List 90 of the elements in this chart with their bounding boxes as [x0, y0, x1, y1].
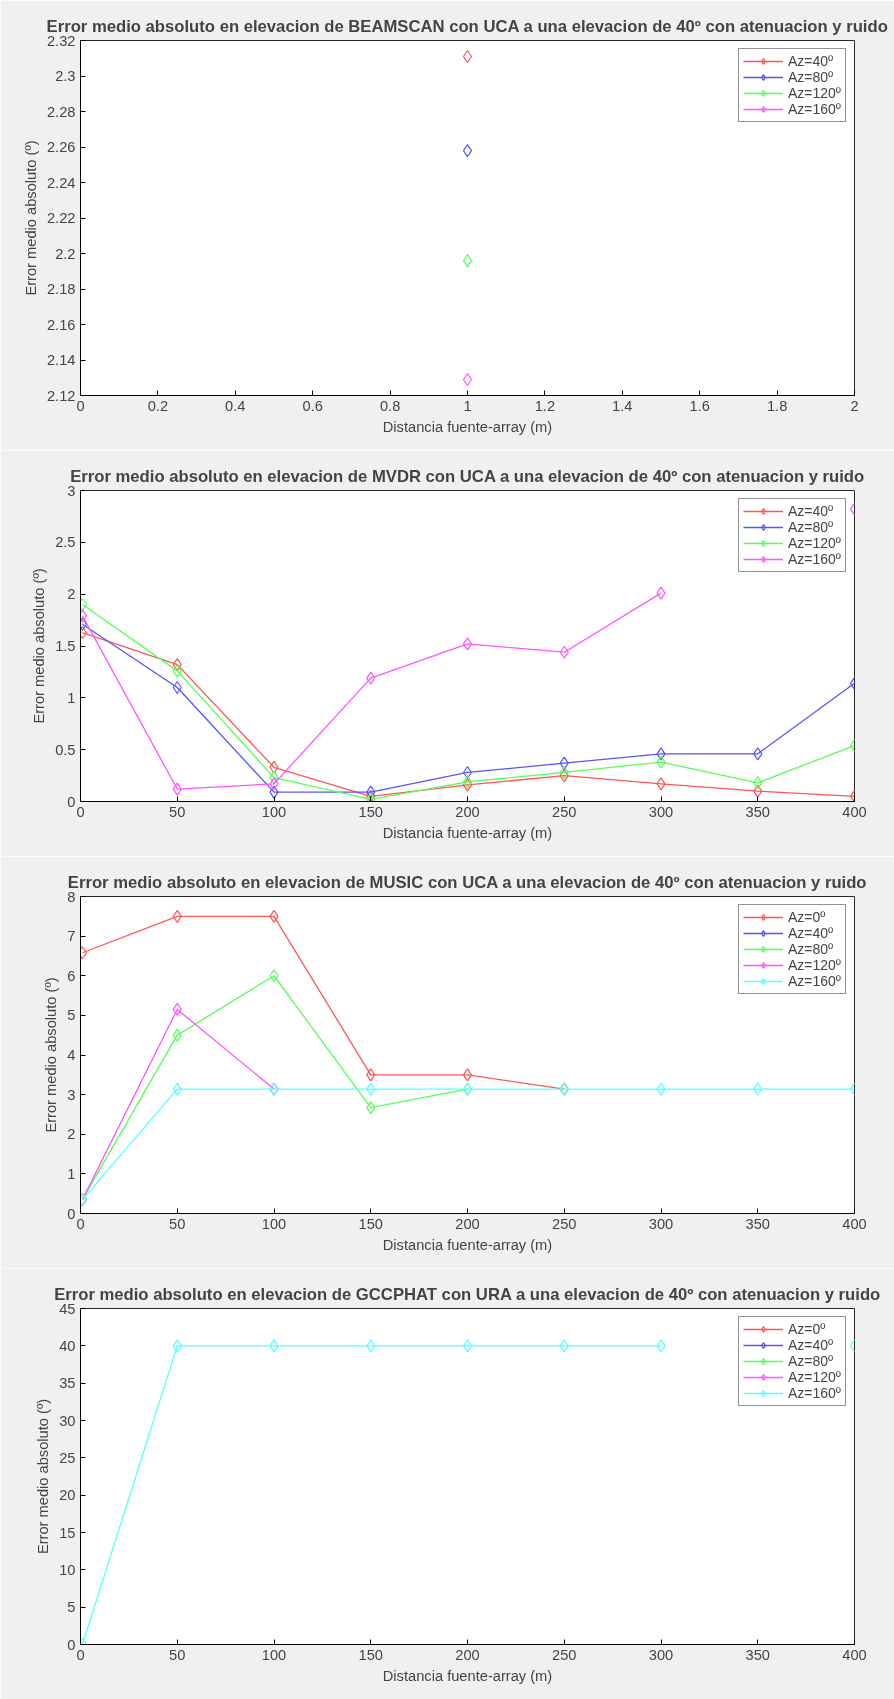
x-tick-label: 200	[455, 803, 480, 820]
y-tick-label: 2.12	[46, 387, 76, 404]
x-tick-label: 350	[745, 1646, 770, 1663]
y-tick-label: 2.26	[46, 139, 76, 155]
x-tick-label: 0.6	[302, 397, 323, 414]
y-tick-label: 3	[67, 1086, 76, 1103]
x-tick-label: 150	[358, 1646, 383, 1663]
y-tick-label: 2.14	[46, 352, 76, 368]
x-axis-title: Distancia fuente-array (m)	[382, 1236, 553, 1253]
legend-label: Az=160º	[788, 1385, 841, 1401]
y-tick-label: 1.5	[55, 638, 76, 654]
y-tick-label: 2.16	[46, 316, 76, 333]
y-tick-label: 0.5	[55, 741, 76, 758]
x-tick-label: 100	[261, 1215, 287, 1232]
y-tick-label: 2.5	[55, 534, 76, 551]
x-tick-label: 350	[745, 1215, 770, 1232]
x-tick-label: 1.8	[766, 397, 788, 414]
y-tick-label: 2.24	[46, 174, 76, 191]
x-tick-label: 1.6	[689, 397, 710, 414]
y-tick-label: 2.22	[46, 210, 76, 226]
x-tick-label: 350	[745, 803, 770, 820]
x-axis-title: Distancia fuente-array (m)	[382, 1667, 553, 1684]
legend-label: Az=40º	[788, 53, 834, 69]
legend-label: Az=120º	[788, 1369, 841, 1385]
x-tick-label: 0.4	[225, 397, 246, 414]
legend-label: Az=40º	[788, 503, 834, 519]
y-tick-label: 15	[59, 1524, 76, 1541]
x-tick-label: 2	[850, 397, 859, 414]
y-tick-label: 5	[67, 1007, 76, 1024]
x-tick-label: 150	[358, 803, 383, 820]
legend-label: Az=80º	[788, 69, 834, 85]
y-tick-label: 2.2	[55, 245, 76, 262]
y-tick-label: 2.3	[55, 68, 76, 84]
legend-label: Az=160º	[788, 101, 841, 117]
x-axis-title: Distancia fuente-array (m)	[382, 824, 553, 841]
y-tick-label: 5	[67, 1599, 76, 1616]
x-tick-label: 400	[842, 1646, 867, 1663]
legend-label: Az=40º	[788, 925, 834, 941]
legend-label: Az=160º	[788, 551, 841, 567]
x-tick-label: 50	[169, 1646, 186, 1663]
y-tick-label: 10	[59, 1561, 76, 1578]
x-axis-title: Distancia fuente-array (m)	[382, 418, 553, 435]
y-axis-title: Error medio absoluto (º)	[22, 140, 39, 296]
y-tick-label: 1	[67, 1165, 76, 1182]
x-tick-label: 400	[842, 1215, 867, 1232]
x-tick-label: 300	[648, 1646, 674, 1663]
x-tick-label: 0.2	[147, 397, 169, 414]
y-tick-label: 7	[67, 928, 76, 945]
x-tick-label: 300	[648, 1215, 674, 1232]
legend-label: Az=0º	[788, 1321, 826, 1337]
y-tick-label: 2	[67, 586, 76, 603]
x-tick-label: 1.4	[612, 397, 633, 414]
legend-label: Az=120º	[788, 85, 841, 101]
x-tick-label: 1.2	[534, 397, 556, 414]
y-tick-label: 35	[59, 1375, 76, 1392]
x-tick-label: 0.8	[379, 397, 401, 414]
legend-label: Az=80º	[788, 941, 834, 957]
y-axis-title: Error medio absoluto (º)	[35, 1398, 52, 1555]
x-tick-label: 200	[455, 1215, 480, 1232]
y-tick-label: 25	[59, 1449, 76, 1466]
x-tick-label: 250	[552, 1215, 577, 1232]
y-axis-title: Error medio absoluto (º)	[31, 568, 48, 724]
x-tick-label: 250	[552, 803, 577, 820]
x-tick-label: 1	[463, 397, 472, 414]
legend-label: Az=0º	[788, 909, 826, 925]
x-tick-label: 100	[261, 1646, 287, 1663]
x-tick-label: 50	[169, 803, 186, 820]
x-tick-label: 300	[648, 803, 674, 820]
legend-label: Az=160º	[788, 973, 841, 989]
legend-label: Az=120º	[788, 957, 841, 973]
legend-label: Az=40º	[788, 1337, 834, 1353]
y-axis-title: Error medio absoluto (º)	[43, 977, 60, 1133]
x-tick-label: 250	[552, 1646, 577, 1663]
y-tick-label: 20	[59, 1487, 76, 1504]
x-tick-label: 200	[455, 1646, 480, 1663]
x-tick-label: 100	[261, 803, 287, 820]
x-tick-label: 150	[358, 1215, 383, 1232]
y-tick-label: 6	[67, 967, 76, 984]
y-tick-label: 40	[59, 1337, 76, 1354]
y-tick-label: 4	[67, 1047, 76, 1063]
y-tick-label: 2	[67, 1126, 76, 1143]
y-tick-label: 30	[59, 1412, 76, 1429]
x-tick-label: 400	[842, 803, 867, 820]
legend-label: Az=80º	[788, 519, 834, 535]
legend-label: Az=80º	[788, 1353, 834, 1369]
y-tick-label: 1	[67, 689, 76, 706]
y-tick-label: 2.18	[46, 281, 76, 297]
legend-label: Az=120º	[788, 535, 841, 551]
y-tick-label: 2.28	[46, 103, 76, 120]
x-tick-label: 50	[169, 1215, 186, 1232]
